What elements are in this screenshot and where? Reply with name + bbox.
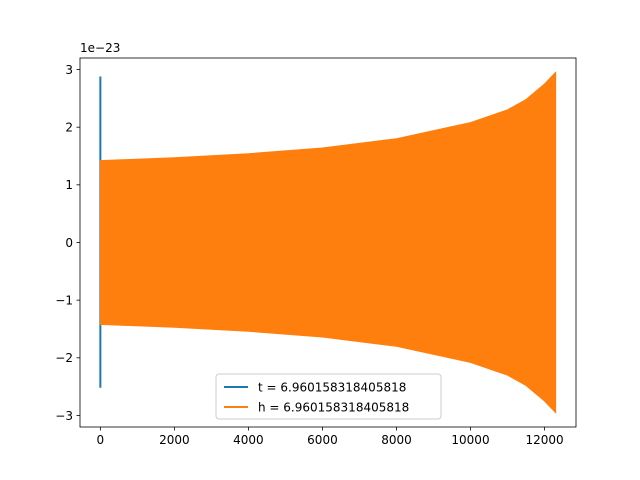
plot-area [99, 71, 557, 414]
y-tick-label: −1 [55, 293, 73, 307]
legend-box [215, 373, 442, 420]
x-tick-label: 2000 [159, 433, 190, 447]
y-tick-label: 1 [65, 178, 73, 192]
legend: t = 6.960158318405818 h = 6.9601583184058… [215, 373, 442, 420]
y-offset-label: 1e−23 [80, 41, 120, 55]
legend-label: t = 6.960158318405818 [258, 381, 406, 395]
y-axis: −3 −2 −1 0 1 2 3 [55, 63, 80, 423]
y-tick-label: 0 [65, 236, 73, 250]
x-tick-label: 6000 [307, 433, 338, 447]
y-tick-label: −3 [55, 409, 73, 423]
x-tick-label: 8000 [381, 433, 412, 447]
y-tick-label: −2 [55, 351, 73, 365]
x-tick-label: 12000 [525, 433, 563, 447]
y-tick-label: 3 [65, 63, 73, 77]
legend-label: h = 6.960158318405818 [258, 401, 409, 415]
series-h-band [99, 71, 557, 414]
y-tick-label: 2 [65, 120, 73, 134]
x-axis: 0 2000 4000 6000 8000 10000 12000 [97, 427, 564, 447]
x-tick-label: 10000 [451, 433, 489, 447]
x-tick-label: 4000 [233, 433, 264, 447]
x-tick-label: 0 [97, 433, 105, 447]
